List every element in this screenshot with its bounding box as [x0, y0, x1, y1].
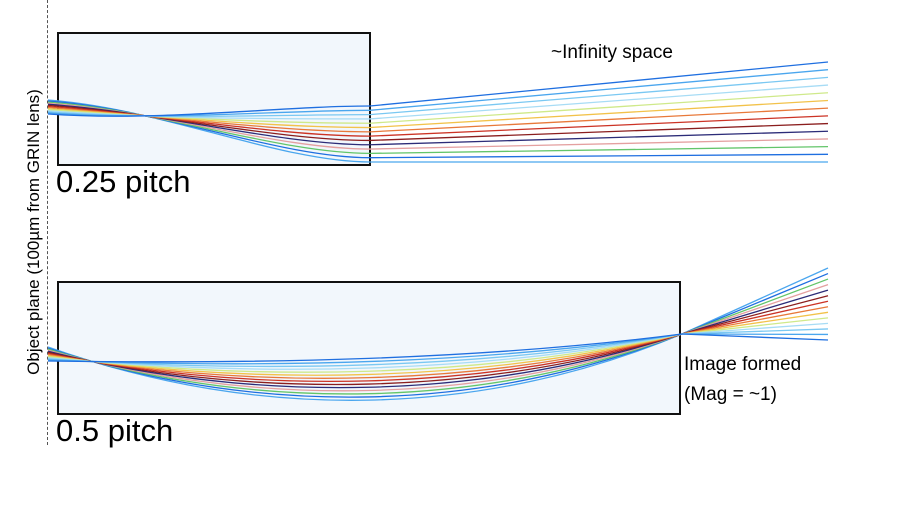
infinity-space-label: ~Infinity space	[551, 42, 673, 63]
ray	[681, 272, 829, 335]
ray	[681, 278, 829, 335]
ray	[681, 295, 829, 335]
ray	[681, 311, 829, 335]
ray	[369, 92, 829, 124]
ray	[369, 76, 829, 116]
rays-quarter-pitch	[47, 61, 829, 163]
ray	[47, 111, 371, 117]
ray	[47, 333, 683, 370]
ray	[369, 115, 829, 137]
ray	[47, 333, 683, 401]
ray	[47, 102, 371, 150]
ray	[47, 333, 683, 398]
quarter-pitch-label: 0.25 pitch	[56, 164, 191, 199]
ray	[47, 109, 371, 124]
object-plane-line	[47, 0, 48, 445]
ray	[47, 333, 683, 386]
ray	[681, 322, 829, 335]
half-pitch-label: 0.5 pitch	[56, 413, 174, 448]
ray	[369, 145, 829, 155]
ray	[681, 333, 829, 341]
ray	[681, 328, 829, 335]
ray	[369, 61, 829, 107]
ray	[47, 105, 371, 137]
magnification-label: (Mag = ~1)	[684, 384, 777, 405]
ray	[47, 333, 683, 368]
ray	[47, 333, 683, 363]
ray	[47, 333, 683, 373]
ray	[681, 283, 829, 335]
ray	[47, 106, 371, 133]
ray	[681, 317, 829, 335]
ray	[369, 84, 829, 120]
ray	[47, 333, 683, 392]
ray	[47, 333, 683, 382]
ray	[47, 103, 371, 146]
ray	[47, 333, 683, 389]
ray	[47, 333, 683, 379]
ray	[369, 99, 829, 129]
ray	[47, 99, 371, 163]
image-formed-label: Image formed	[684, 354, 802, 375]
ray	[47, 105, 371, 117]
ray	[47, 110, 371, 120]
ray	[47, 333, 683, 395]
ray	[47, 333, 683, 365]
ray	[681, 289, 829, 335]
ray	[681, 300, 829, 335]
ray	[369, 69, 829, 111]
ray	[47, 101, 371, 155]
ray	[369, 138, 829, 150]
grin-lens-quarter-pitch	[57, 32, 371, 166]
ray	[369, 130, 829, 146]
ray	[47, 104, 371, 142]
ray	[681, 306, 829, 335]
ray	[681, 267, 829, 335]
rays-half-pitch	[47, 267, 829, 401]
ray	[47, 109, 371, 117]
ray	[47, 333, 683, 376]
ray	[369, 153, 829, 159]
ray	[369, 122, 829, 142]
ray	[369, 107, 829, 133]
ray	[47, 100, 371, 159]
ray	[47, 107, 371, 129]
